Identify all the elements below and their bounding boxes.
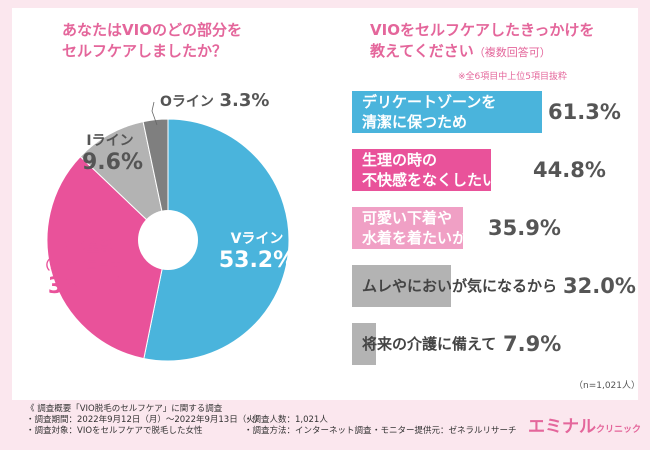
pie-question: あなたはVIOのどの部分を セルフケアしましたか？ <box>62 20 312 62</box>
bar-label: ムレやにおいが気になるから <box>362 276 557 296</box>
logo-sub: クリニック <box>596 425 642 435</box>
slice-name: Oライン <box>160 94 214 110</box>
bar-label-line: 生理の時の <box>362 151 438 169</box>
survey-period: ・調査期間：2022年9月12日（月）〜2022年9月13日（火） <box>26 415 264 425</box>
slice-label-i: Iライン 9.6% <box>82 132 144 176</box>
survey-method: ・調査方法：インターネット調査 <box>244 426 372 436</box>
bar-label-line: 清潔に保つため <box>362 113 468 131</box>
bar <box>352 323 376 365</box>
bar-label: 生理の時の不快感をなくしたいから <box>362 150 527 190</box>
survey-target: ・調査対象：VIOをセルフケアで脱毛した女性 <box>26 426 203 436</box>
bar-value-label: 7.9% <box>503 332 562 356</box>
selection-note: ※全6項目中上位5項目抜粋 <box>458 72 567 82</box>
pie-slice <box>143 118 290 362</box>
bar-label-line: デリケートゾーンを <box>362 93 497 111</box>
pie-question-line: あなたはVIOのどの部分を <box>62 21 242 39</box>
bar-label-line: ムレやにおいが気になるから <box>362 277 558 295</box>
clinic-logo: エミナルクリニック <box>528 412 641 437</box>
bar-label-line: 将来の介護に備えて <box>362 335 497 353</box>
slice-name: VIO全部 <box>58 239 114 255</box>
bar-question-note: （複数回答可） <box>473 46 551 59</box>
survey-count: ・調査人数：1,021人 <box>244 415 328 425</box>
bar <box>352 265 451 307</box>
bar-label: 可愛い下着や水着を着たいから <box>362 208 482 248</box>
bar-value-label: 32.0% <box>563 274 636 298</box>
bar-label: デリケートゾーンを 清潔に保つため <box>362 92 496 132</box>
slice-label-vio: VIO全部 （ハイジニーナ） 33.9% <box>36 238 136 300</box>
slice-leader-line <box>151 101 158 126</box>
bar-label-line: 可愛い下着や <box>362 209 453 227</box>
bar-value-label: 44.8% <box>533 158 606 182</box>
bar-question: VIOをセルフケアしたきっかけを 教えてください（複数回答可） <box>370 20 640 63</box>
bar-label-line: 水着を着たいから <box>362 229 483 247</box>
pie-slice <box>46 155 169 360</box>
slice-label-v: Vライン 53.2% <box>212 230 302 274</box>
slice-value: 33.9% <box>47 274 125 299</box>
slice-value: 53.2% <box>218 248 296 273</box>
bar <box>352 91 542 133</box>
slice-value: 3.3% <box>219 90 270 111</box>
slice-label-o: Oライン 3.3% <box>160 90 280 111</box>
slice-sub: （ハイジニーナ） <box>38 258 134 272</box>
bar <box>352 207 463 249</box>
slice-name: Vライン <box>230 231 284 247</box>
slice-value: 9.6% <box>82 150 144 175</box>
bar-question-line: VIOをセルフケアしたきっかけを <box>370 21 595 39</box>
bar-label-line: 不快感をなくしたいから <box>362 171 528 189</box>
bar-question-line: 教えてください <box>370 42 474 60</box>
pie-question-line: セルフケアしましたか？ <box>62 42 228 60</box>
pie-center-hole <box>138 210 198 270</box>
logo-main: エミナル <box>528 417 596 437</box>
sample-size: （n=1,021人） <box>574 381 641 391</box>
bar-value-label: 35.9% <box>488 216 561 240</box>
bar-value-label: 61.3% <box>548 100 621 124</box>
bar-label: 将来の介護に備えて <box>362 334 496 354</box>
survey-title: 《 調査概要「VIO脱毛のセルフケア」に関する調査 <box>26 404 223 414</box>
survey-provider: ・モニター提供元：ゼネラルリサーチ <box>372 426 517 436</box>
slice-name: Iライン <box>86 133 134 149</box>
bar <box>352 149 491 191</box>
